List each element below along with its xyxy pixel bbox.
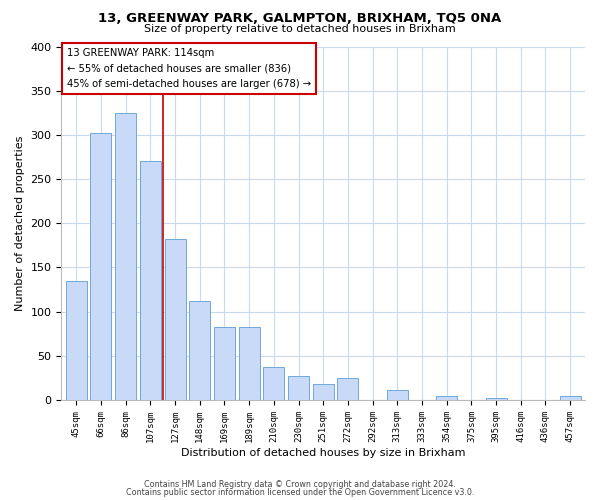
Bar bbox=[214, 326, 235, 400]
Text: Contains HM Land Registry data © Crown copyright and database right 2024.: Contains HM Land Registry data © Crown c… bbox=[144, 480, 456, 489]
Bar bbox=[164, 239, 185, 400]
Bar bbox=[337, 378, 358, 400]
Bar bbox=[387, 390, 408, 400]
Bar bbox=[288, 376, 309, 400]
Text: Size of property relative to detached houses in Brixham: Size of property relative to detached ho… bbox=[144, 24, 456, 34]
Bar bbox=[560, 396, 581, 400]
Bar bbox=[189, 301, 210, 400]
Bar bbox=[66, 280, 87, 400]
Bar bbox=[115, 113, 136, 400]
Bar bbox=[239, 326, 260, 400]
Bar bbox=[263, 368, 284, 400]
Bar bbox=[485, 398, 506, 400]
Text: 13 GREENWAY PARK: 114sqm
← 55% of detached houses are smaller (836)
45% of semi-: 13 GREENWAY PARK: 114sqm ← 55% of detach… bbox=[67, 48, 311, 90]
Text: Contains public sector information licensed under the Open Government Licence v3: Contains public sector information licen… bbox=[126, 488, 474, 497]
Y-axis label: Number of detached properties: Number of detached properties bbox=[15, 136, 25, 311]
Bar bbox=[436, 396, 457, 400]
X-axis label: Distribution of detached houses by size in Brixham: Distribution of detached houses by size … bbox=[181, 448, 466, 458]
Bar bbox=[140, 162, 161, 400]
Text: 13, GREENWAY PARK, GALMPTON, BRIXHAM, TQ5 0NA: 13, GREENWAY PARK, GALMPTON, BRIXHAM, TQ… bbox=[98, 12, 502, 26]
Bar bbox=[91, 133, 112, 400]
Bar bbox=[313, 384, 334, 400]
